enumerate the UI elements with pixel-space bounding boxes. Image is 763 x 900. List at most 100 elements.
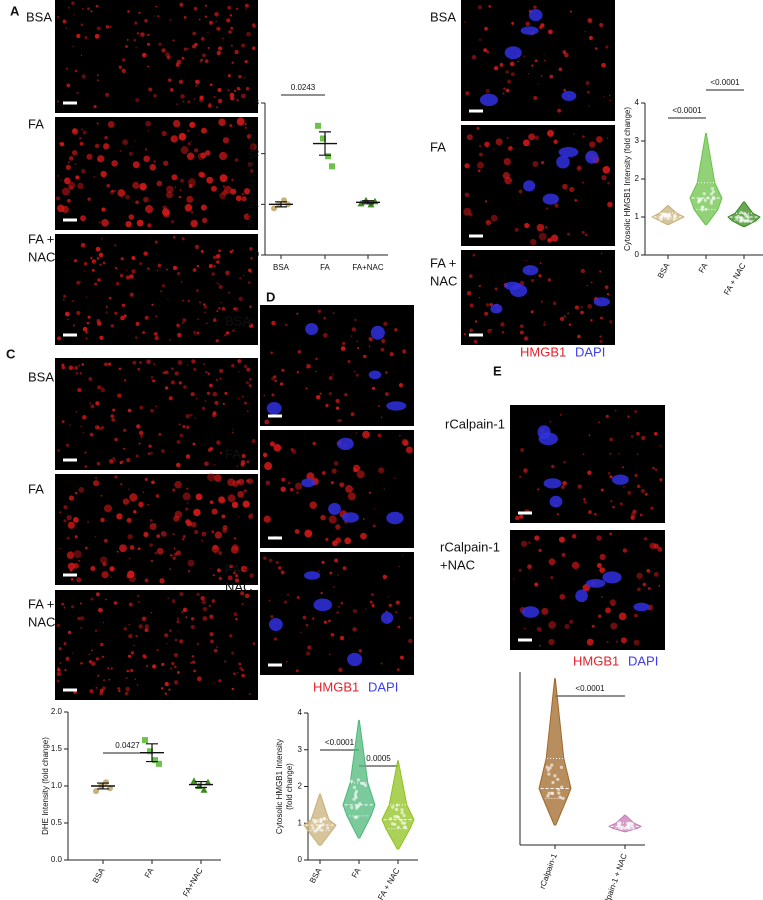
- signal: [623, 486, 625, 488]
- signal: [250, 257, 253, 260]
- signal: [536, 223, 545, 232]
- signal: [306, 651, 311, 656]
- signal: [235, 195, 242, 202]
- signal: [389, 352, 394, 357]
- signal: [538, 232, 547, 241]
- signal: [65, 67, 68, 70]
- signal: [172, 488, 176, 492]
- signal: [69, 568, 73, 572]
- signal: [378, 467, 385, 474]
- signal: [87, 520, 90, 523]
- point: [315, 122, 321, 129]
- signal: [95, 401, 100, 406]
- signal: [596, 562, 602, 569]
- signal: [186, 501, 189, 504]
- signal: [161, 284, 166, 288]
- signal: [209, 500, 214, 505]
- signal: [652, 466, 655, 470]
- signal: [243, 364, 248, 369]
- signal: [87, 7, 90, 11]
- signal: [100, 237, 103, 240]
- signal: [90, 404, 95, 409]
- signal: [236, 465, 238, 467]
- signal: [325, 403, 329, 408]
- signal: [105, 306, 108, 309]
- signal: [564, 52, 569, 58]
- image-label: FA: [430, 139, 446, 154]
- signal: [241, 43, 245, 48]
- signal: [186, 364, 189, 366]
- point: [204, 778, 212, 786]
- signal: [182, 425, 186, 429]
- signal: [230, 44, 233, 47]
- violin-dot: [546, 794, 550, 798]
- signal: [517, 60, 520, 63]
- signal: [217, 27, 221, 31]
- signal: [200, 152, 207, 159]
- violin-dot: [395, 803, 399, 807]
- signal: [227, 494, 236, 503]
- signal: [202, 606, 208, 612]
- signal: [397, 625, 401, 629]
- signal: [245, 8, 247, 10]
- point: [190, 777, 198, 784]
- signal: [360, 532, 367, 540]
- signal: [584, 233, 588, 236]
- signal: [207, 104, 212, 108]
- signal: [128, 557, 131, 560]
- signal: [331, 468, 337, 474]
- signal: [245, 86, 250, 91]
- signal: [94, 536, 96, 538]
- signal: [358, 649, 363, 653]
- signal: [571, 561, 580, 570]
- signal: [469, 328, 474, 333]
- violin-dot: [316, 826, 320, 831]
- violin-dot: [390, 822, 395, 826]
- micrograph: [55, 117, 258, 230]
- signal: [383, 321, 388, 326]
- signal: [79, 616, 85, 621]
- signal: [123, 447, 125, 450]
- signal: [347, 360, 351, 363]
- nucleus: [586, 578, 606, 588]
- nucleus: [522, 265, 539, 276]
- x-tick-label: FA+NAC: [352, 263, 384, 272]
- signal: [478, 284, 481, 288]
- signal: [275, 561, 279, 565]
- y-tick-label: 3: [635, 136, 640, 145]
- signal: [207, 448, 212, 452]
- signal: [90, 10, 93, 13]
- signal: [244, 126, 248, 130]
- signal: [547, 129, 555, 137]
- signal: [264, 419, 270, 425]
- signal: [170, 554, 173, 557]
- signal: [551, 464, 555, 469]
- signal: [576, 165, 582, 171]
- signal: [519, 475, 521, 478]
- violin-dot: [749, 219, 753, 224]
- signal: [469, 213, 473, 217]
- signal: [574, 305, 580, 310]
- signal: [505, 88, 510, 93]
- signal: [195, 397, 198, 399]
- signal: [144, 624, 150, 629]
- violin-dot: [659, 217, 663, 222]
- signal: [59, 547, 61, 550]
- nucleus: [602, 571, 622, 584]
- x-tick-label: FA: [320, 263, 330, 272]
- signal: [147, 223, 152, 228]
- signal: [241, 453, 246, 459]
- signal: [82, 130, 87, 135]
- violin-dot: [746, 219, 750, 223]
- violin-dot: [356, 778, 360, 782]
- signal: [226, 18, 231, 23]
- signal: [582, 453, 585, 456]
- violin-dot: [400, 811, 404, 815]
- signal: [90, 565, 96, 571]
- nucleus: [368, 370, 382, 380]
- signal: [618, 612, 627, 621]
- signal: [66, 515, 72, 521]
- signal: [107, 120, 115, 128]
- signal: [217, 306, 221, 310]
- signal: [158, 432, 162, 436]
